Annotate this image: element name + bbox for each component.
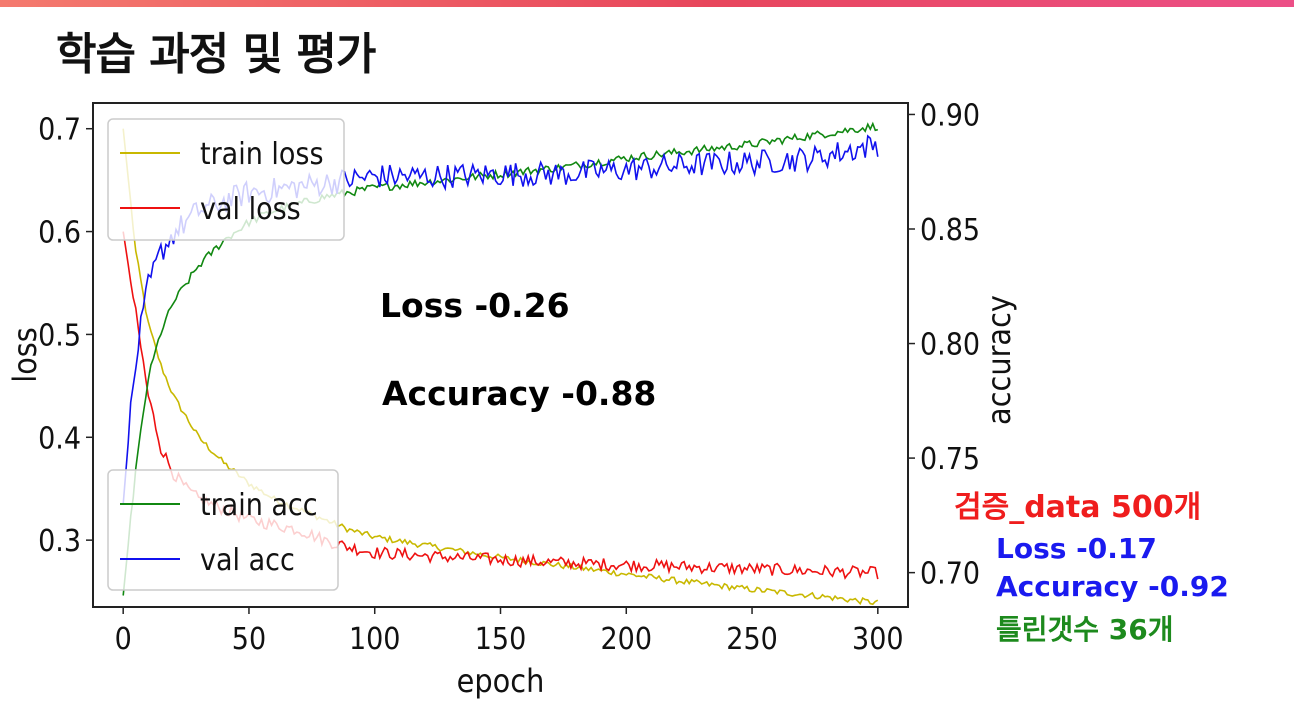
x-tick-label: 100 bbox=[349, 622, 401, 657]
legend-top-left: train loss val loss bbox=[107, 118, 345, 241]
legend-label: train loss bbox=[200, 137, 324, 172]
x-tick-label: 50 bbox=[232, 622, 266, 657]
validation-summary-title: 검증_data 500개 bbox=[954, 490, 1202, 525]
y-right-tick-label: 0.75 bbox=[920, 442, 980, 477]
validation-accuracy: Accuracy -0.92 bbox=[996, 570, 1229, 603]
x-tick-label: 300 bbox=[852, 622, 904, 657]
x-tick-label: 250 bbox=[726, 622, 778, 657]
validation-loss: Loss -0.17 bbox=[996, 532, 1157, 565]
slide-title: 학습 과정 및 평가 bbox=[56, 29, 376, 80]
x-tick-label: 150 bbox=[475, 622, 527, 657]
y-left-axis-label: loss bbox=[6, 327, 44, 383]
y-right-tick-label: 0.85 bbox=[920, 213, 980, 248]
y-left-tick-label: 0.6 bbox=[38, 216, 81, 251]
legend-box bbox=[107, 118, 345, 241]
legend-label: train acc bbox=[200, 488, 318, 523]
legend-label: val acc bbox=[200, 543, 295, 578]
top-accent-bar bbox=[0, 0, 1294, 7]
x-tick-label: 0 bbox=[115, 622, 132, 657]
test-loss-annotation: Loss -0.26 bbox=[380, 286, 570, 325]
y-right-axis-label: accuracy bbox=[980, 295, 1018, 425]
legend-bottom-left: train acc val acc bbox=[107, 469, 339, 591]
x-tick-label: 200 bbox=[601, 622, 653, 657]
test-accuracy-annotation: Accuracy -0.88 bbox=[382, 374, 657, 413]
validation-wrong-count: 틀린갯수 36개 bbox=[996, 613, 1174, 646]
legend-label: val loss bbox=[200, 192, 301, 227]
y-left-tick-label: 0.4 bbox=[38, 421, 81, 456]
y-left-tick-label: 0.5 bbox=[38, 318, 81, 353]
x-axis-label: epoch bbox=[457, 662, 545, 700]
y-left-tick-label: 0.3 bbox=[38, 524, 81, 559]
y-right-tick-label: 0.80 bbox=[920, 328, 980, 363]
y-right-tick-label: 0.90 bbox=[920, 98, 980, 133]
y-left-tick-label: 0.7 bbox=[38, 113, 81, 148]
y-right-tick-label: 0.70 bbox=[920, 557, 980, 592]
